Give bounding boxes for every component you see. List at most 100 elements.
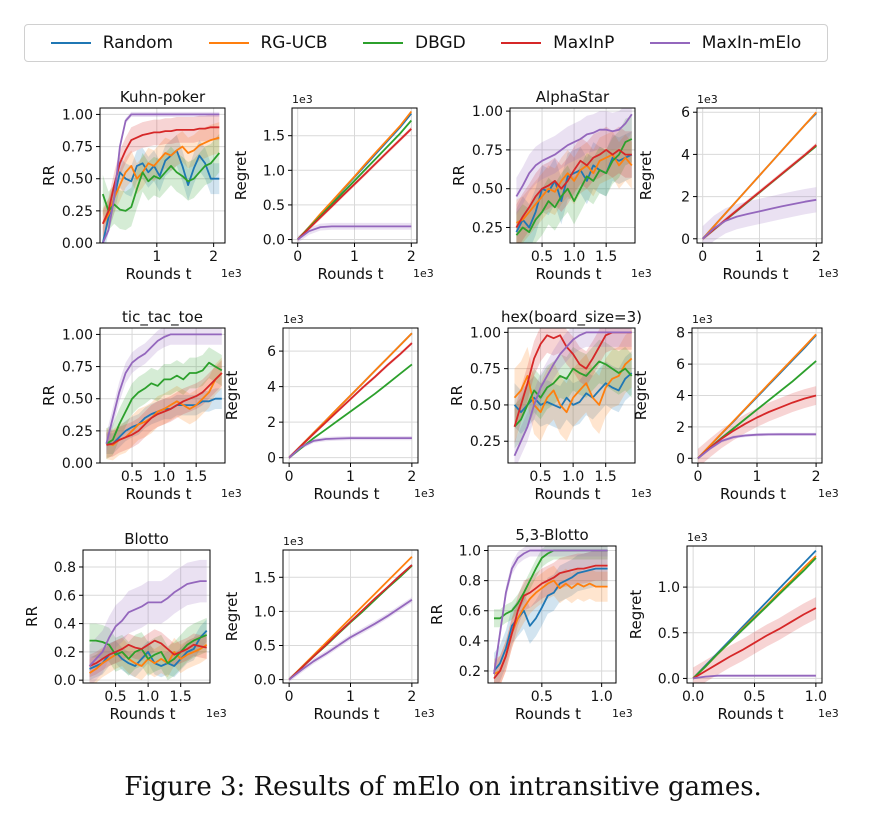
y-tick-label: 0 <box>267 451 276 467</box>
x-tick-label: 1.5 <box>170 689 192 705</box>
series-line <box>515 113 633 197</box>
y-tick-label: 0.25 <box>62 424 93 440</box>
y-tick-label: 0.0 <box>254 673 276 689</box>
x-axis-label: Rounds t <box>723 265 789 283</box>
x-tick-label: 1 <box>755 249 764 265</box>
subplot: 0 1 2 0 2 4 6 Rounds t 1e3 Regret 1e3 <box>223 313 435 503</box>
x-tick-label: 1 <box>346 469 355 485</box>
y-tick-label: 4 <box>267 380 276 396</box>
y-tick-label: 0.2 <box>459 664 481 680</box>
y-tick-label: 0.50 <box>470 398 501 414</box>
legend-swatch <box>208 42 249 44</box>
y-axis-label: RR <box>450 165 468 186</box>
plot-area <box>288 332 413 460</box>
y-tick-label: 0.8 <box>54 560 76 576</box>
series-band <box>516 108 632 216</box>
x-tick-label: 2 <box>407 469 416 485</box>
series-line <box>697 333 817 459</box>
y-tick-label: 0.5 <box>254 638 276 654</box>
x-tick-label: 0.5 <box>531 249 553 265</box>
x-axis-label: Rounds t <box>515 705 581 723</box>
x-tick-label: 1.0 <box>591 689 613 705</box>
series-line <box>513 372 633 414</box>
x-axis-label: Rounds t <box>126 485 192 503</box>
x-tick-label: 1.0 <box>153 469 175 485</box>
legend-label: MaxInP <box>553 33 615 53</box>
y-tick-label: 0.0 <box>658 671 680 687</box>
x-offset-label: 1e3 <box>818 707 839 720</box>
x-axis-label: Rounds t <box>126 265 192 283</box>
x-offset-label: 1e3 <box>818 267 839 280</box>
y-offset-label: 1e3 <box>283 535 304 548</box>
y-axis-label: Regret <box>632 371 650 421</box>
plot-area <box>105 328 223 461</box>
plot-area <box>101 111 220 243</box>
series-line <box>297 128 412 241</box>
x-offset-label: 1e3 <box>206 707 227 720</box>
series-line <box>515 153 633 233</box>
x-tick-label: 0 <box>285 689 294 705</box>
plot-area <box>88 559 208 683</box>
subplot: 0.5 1.0 1.5 0.00 0.25 0.50 0.75 1.00 tic_tac_toe… <box>40 308 242 503</box>
x-axis-label: Rounds t <box>314 705 380 723</box>
x-offset-label: 1e3 <box>612 707 633 720</box>
series-line <box>702 198 817 240</box>
y-tick-label: 0.75 <box>470 362 501 378</box>
series-line <box>493 549 608 675</box>
series-band <box>289 597 412 683</box>
series-band <box>494 565 608 683</box>
x-axis-label: Rounds t <box>536 265 602 283</box>
y-tick-label: 0.8 <box>459 574 481 590</box>
y-tick-label: 0.5 <box>263 198 285 214</box>
x-axis-label: Rounds t <box>318 265 384 283</box>
x-tick-label: 0 <box>693 469 702 485</box>
y-tick-label: 0.0 <box>54 673 76 689</box>
legend-item: Random <box>50 33 174 53</box>
subplot-title: 5,3-Blotto <box>515 526 588 544</box>
subplot: 0.5 1.0 1.5 0.0 0.2 0.4 0.6 0.8 Blotto Rounds t 1e… <box>23 530 227 723</box>
y-tick-label: 1.0 <box>658 580 680 596</box>
y-axis-label: RR <box>40 165 58 186</box>
y-tick-label: 0.4 <box>54 617 76 633</box>
x-tick-label: 2 <box>407 249 416 265</box>
y-tick-label: 1.00 <box>62 327 93 343</box>
series-line <box>288 437 412 459</box>
y-tick-label: 0.75 <box>472 143 503 159</box>
x-tick-label: 1.0 <box>805 689 827 705</box>
series-line <box>105 361 223 445</box>
y-tick-label: 1.00 <box>472 104 503 120</box>
series-band <box>106 347 222 460</box>
y-axis-label: Regret <box>637 151 655 201</box>
x-tick-label: 1.0 <box>562 469 584 485</box>
y-tick-label: 0.75 <box>62 140 93 156</box>
y-tick-label: 1.00 <box>62 107 93 123</box>
series-band <box>516 126 632 243</box>
x-offset-label: 1e3 <box>414 487 435 500</box>
series-line <box>297 110 413 241</box>
x-tick-label: 2 <box>812 249 821 265</box>
x-tick-label: 0.0 <box>682 689 704 705</box>
x-tick-label: 1.5 <box>595 469 617 485</box>
x-tick-label: 2 <box>209 249 218 265</box>
y-tick-label: 0 <box>676 451 685 467</box>
series-line <box>493 567 608 672</box>
series-line <box>515 148 632 228</box>
y-tick-label: 0 <box>681 232 690 248</box>
series-line <box>288 599 413 681</box>
subplot: 0.0 0.5 1.0 0.0 0.5 1.0 Rounds t 1e3 Regret 1e3 <box>627 531 839 723</box>
series-line <box>101 152 220 212</box>
y-tick-label: 0.6 <box>459 604 481 620</box>
subplot-title: tic_tac_toe <box>122 308 203 327</box>
axes-frame <box>82 549 211 684</box>
y-tick-label: 1.5 <box>254 570 276 586</box>
subplot-title: AlphaStar <box>536 88 610 106</box>
plot-area <box>297 110 413 243</box>
x-tick-label: 0.5 <box>104 689 126 705</box>
y-offset-label: 1e3 <box>687 531 708 544</box>
figure-caption: Figure 3: Results of mElo on intransitiv… <box>124 772 762 802</box>
plot-area <box>515 108 633 243</box>
y-tick-label: 0.50 <box>472 182 503 198</box>
y-tick-label: 0.5 <box>658 626 680 642</box>
legend-label: Random <box>102 33 174 53</box>
